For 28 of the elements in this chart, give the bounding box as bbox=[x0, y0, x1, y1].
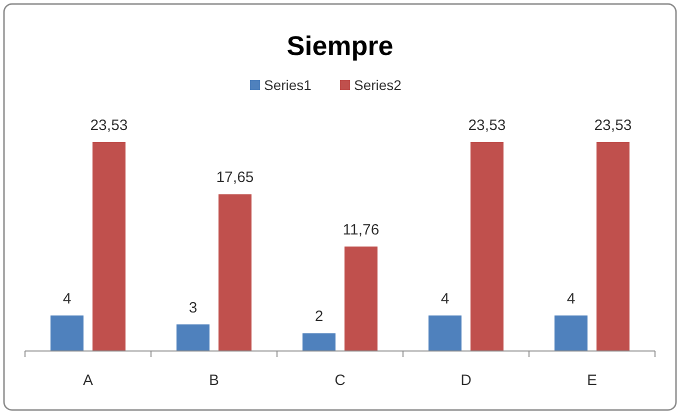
bar bbox=[428, 315, 462, 351]
data-label: 23,53 bbox=[594, 117, 632, 134]
x-tick-label: A bbox=[82, 372, 94, 389]
bar bbox=[92, 142, 126, 351]
bar bbox=[50, 315, 84, 351]
legend-label: Series1 bbox=[264, 77, 312, 93]
data-label: 4 bbox=[62, 290, 72, 308]
data-label: 17,65 bbox=[216, 169, 254, 186]
bar bbox=[302, 333, 336, 351]
x-tick-label: E bbox=[586, 372, 598, 389]
bar bbox=[176, 324, 210, 351]
data-label: 4 bbox=[566, 290, 576, 308]
chart-title: Siempre bbox=[286, 31, 394, 61]
data-label: 4 bbox=[440, 290, 450, 308]
x-tick-label: C bbox=[334, 372, 346, 389]
data-label: 23,53 bbox=[468, 117, 506, 134]
data-label: 2 bbox=[314, 308, 324, 326]
data-label: 11,76 bbox=[342, 222, 380, 239]
data-label: 23,53 bbox=[90, 117, 128, 134]
data-label: 3 bbox=[188, 299, 198, 316]
legend-label: Series2 bbox=[354, 77, 402, 93]
bar bbox=[218, 194, 252, 351]
x-tick-label: B bbox=[208, 372, 220, 389]
x-tick-label: D bbox=[460, 372, 472, 389]
bar bbox=[554, 315, 588, 351]
bar bbox=[470, 142, 504, 351]
bar bbox=[596, 142, 630, 351]
bar bbox=[344, 246, 378, 351]
